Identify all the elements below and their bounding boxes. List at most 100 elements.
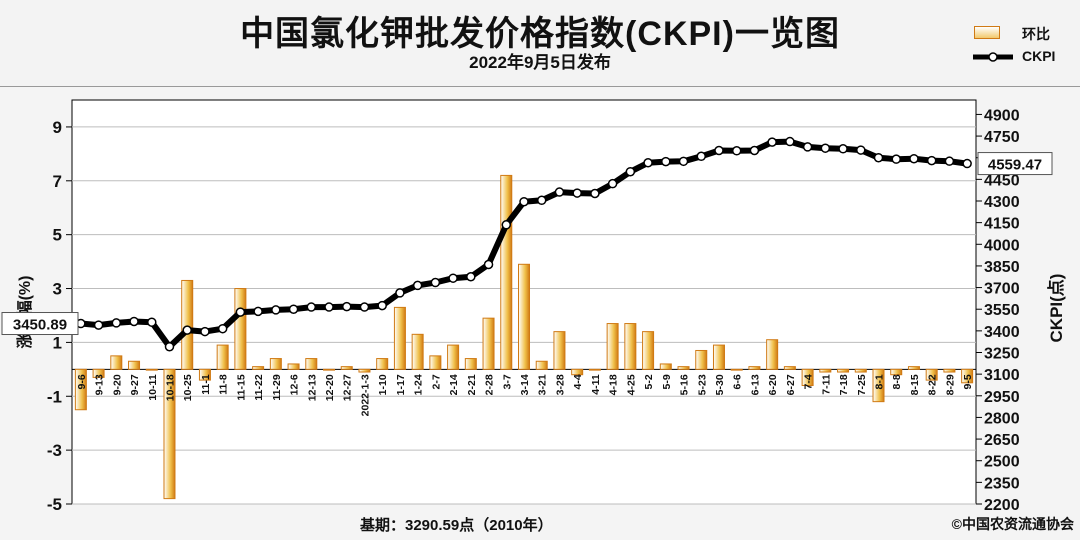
- ckpi-point: [306, 302, 317, 312]
- ckpi-point: [288, 304, 299, 314]
- bar-mom: [943, 368, 956, 373]
- left-tick-label: 1: [53, 333, 62, 352]
- left-tick-label: -1: [47, 387, 62, 406]
- ckpi-point: [820, 143, 831, 153]
- ckpi-point: [501, 220, 512, 230]
- ckpi-point: [607, 178, 618, 189]
- x-tick-label: 1-24: [413, 374, 425, 395]
- ckpi-point: [909, 153, 919, 164]
- legend-item-bar: 环比: [972, 24, 1076, 44]
- x-tick-label: 11-22: [253, 374, 265, 400]
- x-tick-label: 8-1: [874, 374, 886, 389]
- x-tick-label: 5-30: [714, 374, 726, 395]
- ckpi-point: [856, 145, 866, 155]
- x-tick-label: 7-11: [820, 374, 832, 395]
- x-tick-label: 12-6: [289, 374, 301, 395]
- ckpi-point: [554, 187, 565, 197]
- x-tick-label: 5-23: [696, 374, 708, 395]
- bar-mom: [801, 368, 814, 386]
- ckpi-point: [253, 306, 263, 317]
- bar-mom: [925, 368, 938, 381]
- right-tick-label: 4150: [984, 216, 1020, 233]
- ckpi-point: [147, 317, 157, 327]
- ckpi-point: [395, 288, 405, 298]
- bar-mom: [695, 349, 708, 370]
- left-tick-label: 3: [53, 280, 62, 299]
- x-tick-label: 5-9: [661, 374, 673, 389]
- bar-mom: [198, 368, 211, 381]
- x-tick-label: 8-22: [927, 374, 939, 395]
- bar-mom: [464, 358, 477, 370]
- bar-mom: [907, 366, 920, 370]
- right-axis-title: CKPI(点): [1046, 274, 1066, 343]
- x-tick-label: 6-13: [749, 374, 761, 395]
- ckpi-point: [235, 307, 246, 317]
- ckpi-point: [111, 318, 122, 328]
- right-tick-label: 3400: [984, 324, 1020, 341]
- bar-mom: [624, 323, 637, 370]
- chart-legend: 环比 CKPI: [972, 22, 1076, 72]
- x-tick-label: 12-20: [324, 374, 336, 401]
- bar-mom: [748, 366, 761, 370]
- bar-mom: [730, 368, 743, 371]
- right-tick-label: 2350: [984, 475, 1020, 492]
- bar-mom: [340, 366, 353, 370]
- ckpi-point: [962, 158, 972, 169]
- x-tick-label: 10-11: [147, 374, 159, 400]
- ckpi-point: [873, 152, 884, 163]
- x-tick-label: 8-15: [909, 374, 921, 395]
- bar-mom: [518, 263, 530, 370]
- legend-bar-label: 环比: [1022, 26, 1050, 42]
- left-tick-label: -5: [47, 495, 62, 514]
- ckpi-point: [483, 259, 494, 270]
- ckpi-point: [891, 154, 901, 164]
- ckpi-point: [359, 302, 370, 312]
- bar-mom: [642, 331, 655, 370]
- right-tick-label: 4300: [984, 194, 1020, 211]
- ckpi-point: [696, 151, 707, 162]
- x-tick-label: 9-6: [76, 374, 88, 389]
- ckpi-point: [625, 166, 636, 177]
- x-tick-label: 4-18: [608, 374, 620, 395]
- x-tick-label: 5-16: [679, 374, 691, 395]
- bar-mom: [287, 363, 300, 370]
- ckpi-point: [802, 142, 813, 152]
- right-tick-label: 4900: [984, 107, 1020, 124]
- x-tick-label: 3-14: [519, 374, 531, 395]
- ckpi-point: [519, 196, 529, 207]
- chart-header: 中国氯化钾批发价格指数(CKPI)一览图 2022年9月5日发布 环比 CKPI: [0, 0, 1080, 87]
- ckpi-point: [200, 326, 210, 337]
- ckpi-point: [714, 145, 724, 156]
- bar-mom: [92, 368, 105, 378]
- right-tick-label: 2500: [984, 454, 1020, 471]
- chart-subtitle: 2022年9月5日发布: [469, 53, 611, 72]
- ckpi-point: [767, 137, 777, 147]
- ckpi-point: [536, 195, 547, 206]
- bar-mom: [659, 363, 672, 370]
- bar-mom: [358, 368, 371, 373]
- bar-mom: [606, 323, 619, 370]
- ckpi-point: [93, 320, 104, 330]
- x-tick-label: 8-8: [891, 374, 903, 389]
- ckpi-point: [731, 146, 742, 156]
- ckpi-point: [944, 156, 955, 166]
- ckpi-point: [785, 136, 795, 147]
- left-tick-label: -3: [47, 441, 62, 460]
- ckpi-point: [271, 305, 281, 315]
- left-tick-label: 5: [53, 226, 62, 245]
- bar-mom: [588, 368, 601, 371]
- ckpi-point: [678, 156, 689, 167]
- bar-mom: [181, 279, 194, 370]
- last-value-box: [977, 152, 1053, 176]
- right-tick-label: 4750: [984, 129, 1020, 146]
- legend-bar-swatch: [974, 26, 1000, 39]
- bar-mom: [535, 360, 548, 370]
- x-tick-label: 10-25: [182, 374, 194, 401]
- ckpi-point: [129, 316, 139, 327]
- x-tick-label: 11-15: [235, 374, 247, 400]
- x-tick-label: 4-25: [625, 374, 637, 395]
- x-tick-label: 1-17: [395, 374, 407, 395]
- bar-mom: [819, 368, 832, 373]
- x-tick-label: 8-29: [944, 374, 956, 395]
- last-value-label: 4559.47: [988, 157, 1042, 174]
